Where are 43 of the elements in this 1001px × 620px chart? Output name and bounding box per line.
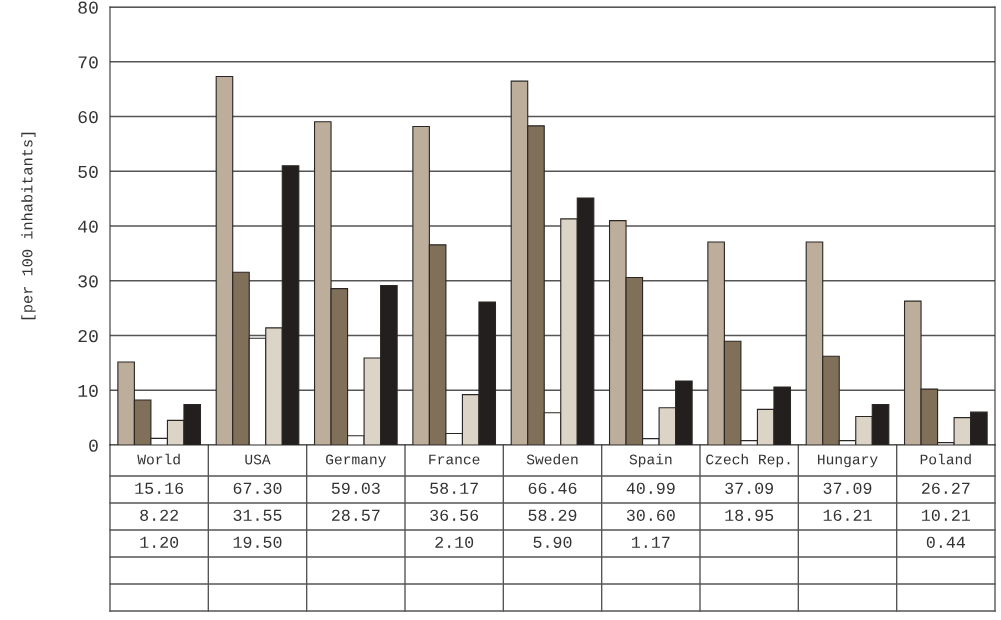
data-label: 59.03 (331, 482, 380, 494)
data-label: 16.21 (823, 509, 872, 521)
data-label: 28.57 (332, 509, 380, 521)
data-label: 67.30 (233, 482, 282, 494)
x-tick-label: World (137, 453, 180, 465)
x-tick-label: France (429, 454, 480, 465)
x-tick-label: Spain (629, 453, 672, 468)
y-tick-label: 80 (78, 1, 98, 14)
data-label: 1.20 (140, 536, 179, 548)
data-label: 36.56 (430, 509, 479, 521)
x-tick-label: USA (245, 454, 271, 465)
data-label: 30.60 (626, 509, 675, 521)
data-label: 10.21 (922, 509, 971, 521)
x-tick-label: Germany (326, 454, 386, 468)
y-tick-label: 70 (78, 56, 98, 69)
y-tick-label: 60 (78, 110, 98, 124)
data-label: 18.95 (725, 509, 774, 521)
data-label: 5.90 (533, 536, 572, 548)
data-label: 1.17 (632, 536, 670, 548)
data-label: 19.50 (233, 536, 282, 548)
data-label: 26.27 (922, 482, 970, 494)
x-tick-label: Poland (920, 453, 971, 465)
y-axis-title: [per 100 inhabitants] (21, 132, 36, 320)
data-label: 37.09 (823, 482, 872, 494)
y-tick-label: 30 (78, 275, 98, 288)
y-tick-label: 0 (89, 439, 98, 452)
data-label: 37.09 (725, 482, 774, 494)
data-label: 0.44 (926, 536, 965, 548)
y-tick-label: 10 (78, 384, 98, 397)
data-label: 40.99 (626, 482, 675, 494)
y-tick-label: 50 (78, 165, 98, 178)
x-tick-label: Czech Rep. (706, 453, 790, 468)
data-label: 58.17 (430, 482, 478, 494)
data-label: 15.16 (135, 482, 184, 494)
data-label: 31.55 (233, 509, 282, 521)
data-label: 58.29 (528, 509, 577, 521)
data-label: 2.10 (435, 536, 474, 548)
data-label: 8.22 (140, 509, 178, 521)
y-tick-label: 20 (78, 329, 98, 343)
x-tick-label: Hungary (818, 454, 878, 468)
data-label: 66.46 (528, 482, 577, 494)
y-tick-label: 40 (78, 220, 98, 233)
x-tick-label: Sweden (526, 453, 578, 465)
